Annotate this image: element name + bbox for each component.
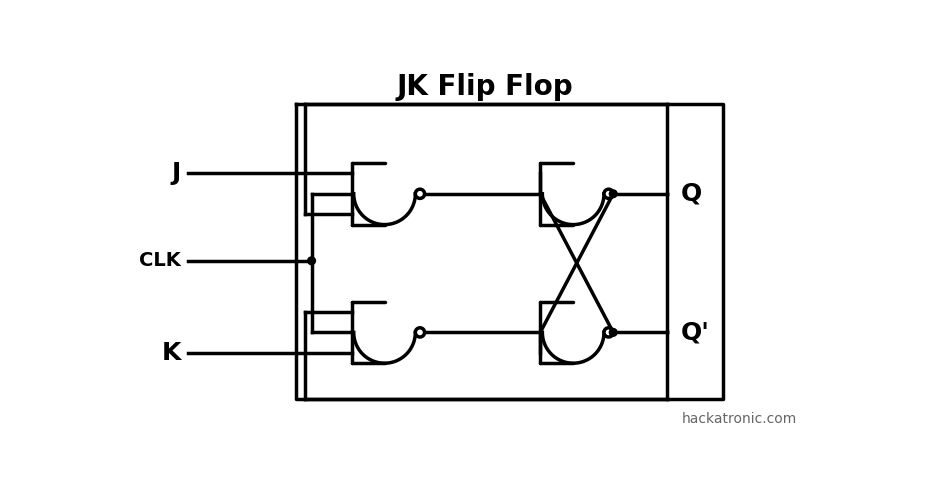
Text: JK Flip Flop: JK Flip Flop xyxy=(396,73,573,101)
Text: hackatronic.com: hackatronic.com xyxy=(681,412,797,427)
Text: Q: Q xyxy=(681,182,703,206)
Text: J: J xyxy=(171,161,181,185)
Circle shape xyxy=(415,189,425,198)
Text: Q': Q' xyxy=(681,320,710,344)
Circle shape xyxy=(604,189,613,198)
Circle shape xyxy=(604,328,613,337)
Text: K: K xyxy=(162,341,181,365)
Circle shape xyxy=(609,190,617,198)
Circle shape xyxy=(609,329,617,336)
Circle shape xyxy=(307,257,315,265)
Circle shape xyxy=(415,328,425,337)
Text: CLK: CLK xyxy=(139,251,181,270)
